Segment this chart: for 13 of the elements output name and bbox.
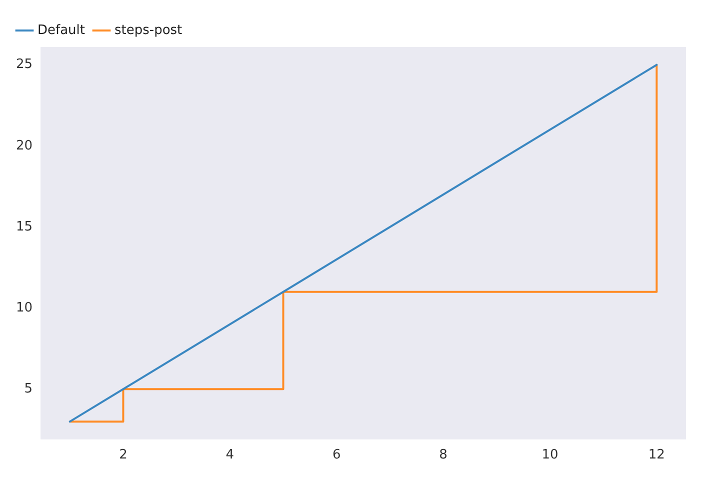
x-tick-label: 2 — [119, 448, 128, 463]
y-tick-label: 5 — [24, 382, 33, 397]
y-tick-label: 25 — [16, 57, 33, 72]
y-tick-label: 20 — [16, 138, 33, 154]
x-tick-label: 10 — [542, 448, 558, 463]
x-tick-label: 8 — [439, 448, 448, 463]
x-tick-label: 4 — [226, 448, 234, 463]
legend-label: steps-post — [114, 22, 182, 38]
x-tick-label: 6 — [332, 448, 341, 463]
x-tick-label: 12 — [648, 448, 665, 463]
y-tick-label: 10 — [16, 300, 33, 316]
legend-label: Default — [38, 22, 85, 38]
y-tick-label: 15 — [16, 219, 33, 234]
